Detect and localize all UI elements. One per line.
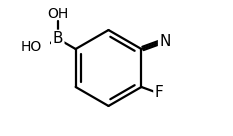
Text: F: F [154, 85, 163, 100]
Text: HO: HO [21, 40, 42, 54]
Text: OH: OH [47, 7, 68, 21]
Text: N: N [159, 34, 171, 49]
Text: B: B [52, 31, 63, 46]
